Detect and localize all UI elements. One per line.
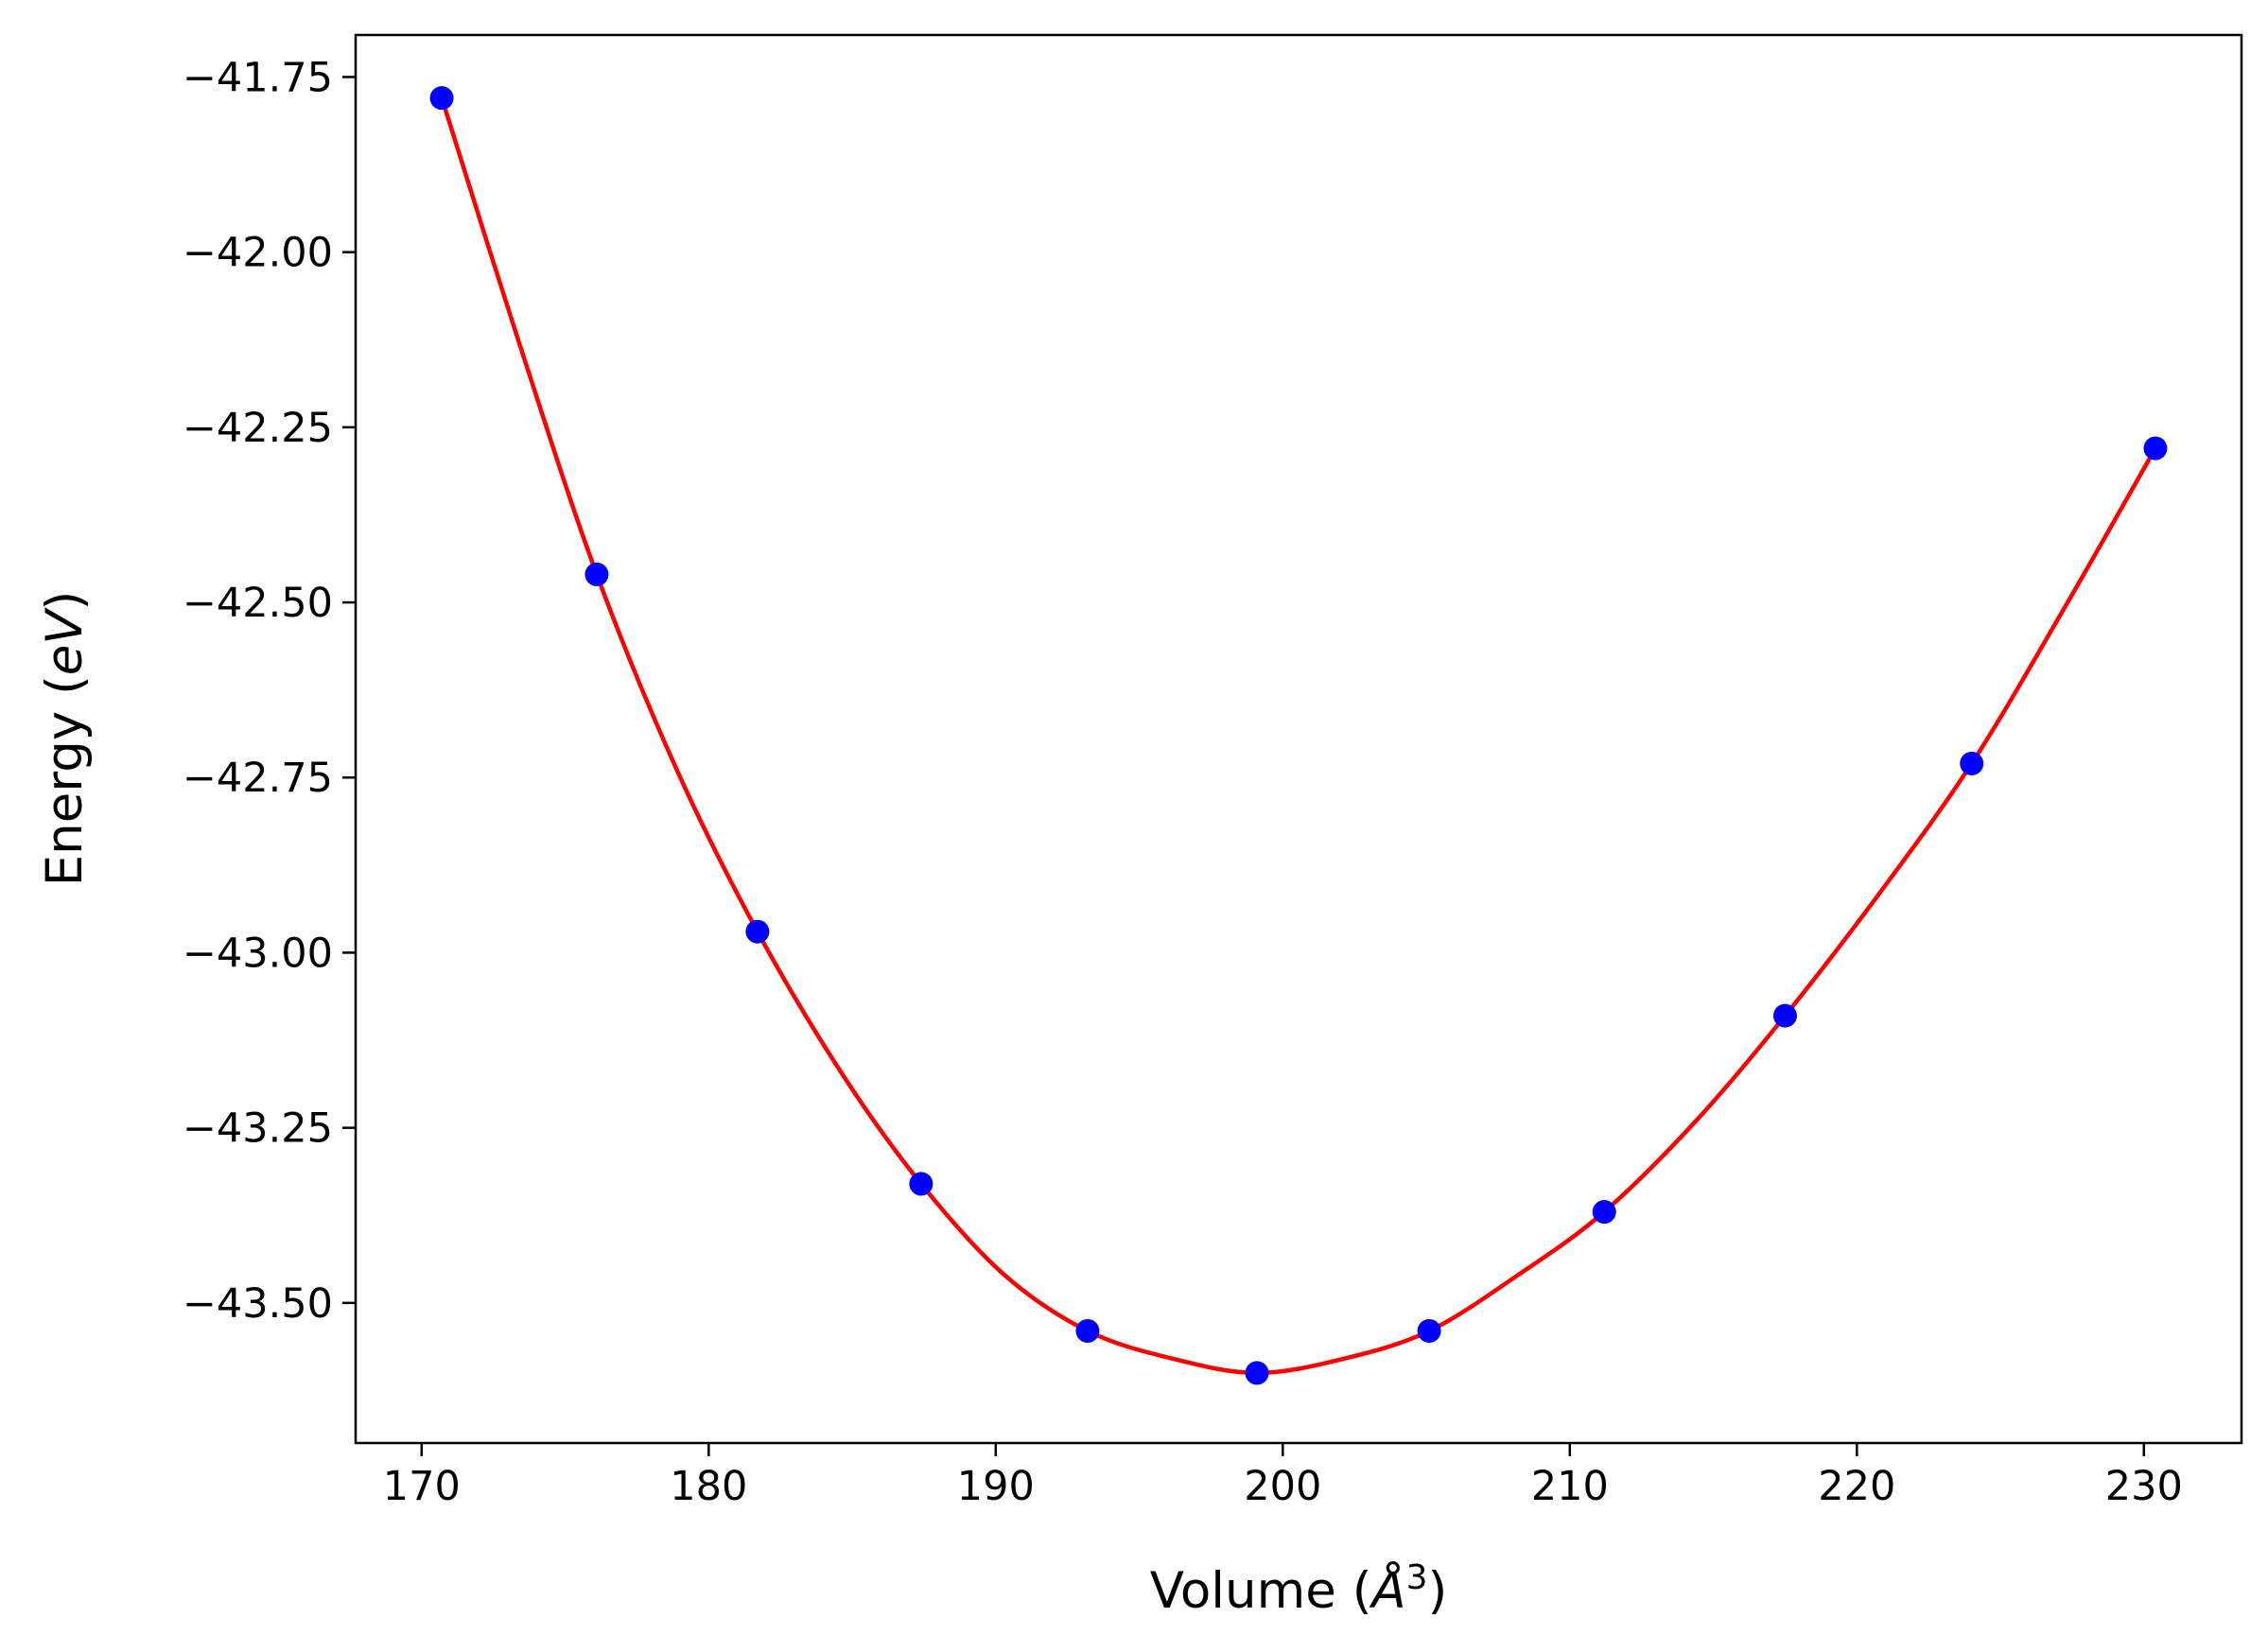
plot-area (429, 86, 2168, 1385)
plot-frame (354, 33, 2243, 1445)
data-point (1245, 1361, 1269, 1385)
y-tick-label: −42.75 (183, 755, 333, 802)
x-axis-title: Volume (Å3) (1150, 1558, 1448, 1620)
x-tick-label: 170 (383, 1463, 461, 1510)
y-tick-label: −42.00 (183, 230, 333, 277)
x-tick-label: 210 (1531, 1463, 1609, 1510)
data-point (1417, 1318, 1441, 1343)
x-tick-label: 180 (670, 1463, 747, 1510)
data-point (1592, 1200, 1616, 1225)
data-point (745, 919, 770, 944)
y-tick-label: −42.50 (183, 580, 333, 627)
data-point (2143, 436, 2168, 461)
x-tick-label: 230 (2105, 1463, 2183, 1510)
data-point (1075, 1318, 1100, 1343)
y-axis-ticks: −41.75 −42.00 −42.25 −42.50 −42.75 −43.00 −43.… (183, 54, 356, 1328)
y-axis-title: Energy (eV) (36, 591, 94, 887)
data-point (584, 562, 609, 586)
y-tick-label: −43.50 (183, 1280, 333, 1328)
x-tick-label: 190 (957, 1463, 1035, 1510)
y-tick-label: −42.25 (183, 405, 333, 452)
y-tick-label: −41.75 (183, 54, 333, 101)
data-point (1772, 1003, 1797, 1028)
x-tick-label: 220 (1818, 1463, 1895, 1510)
y-tick-label: −43.00 (183, 930, 333, 977)
data-point (909, 1172, 933, 1196)
x-tick-label: 200 (1244, 1463, 1321, 1510)
y-tick-label: −43.25 (183, 1105, 333, 1153)
x-axis-ticks: 170 180 190 200 210 220 230 (383, 1443, 2183, 1510)
data-point (1960, 751, 1984, 775)
data-point (429, 86, 454, 111)
fit-curve-line (439, 96, 2158, 1376)
